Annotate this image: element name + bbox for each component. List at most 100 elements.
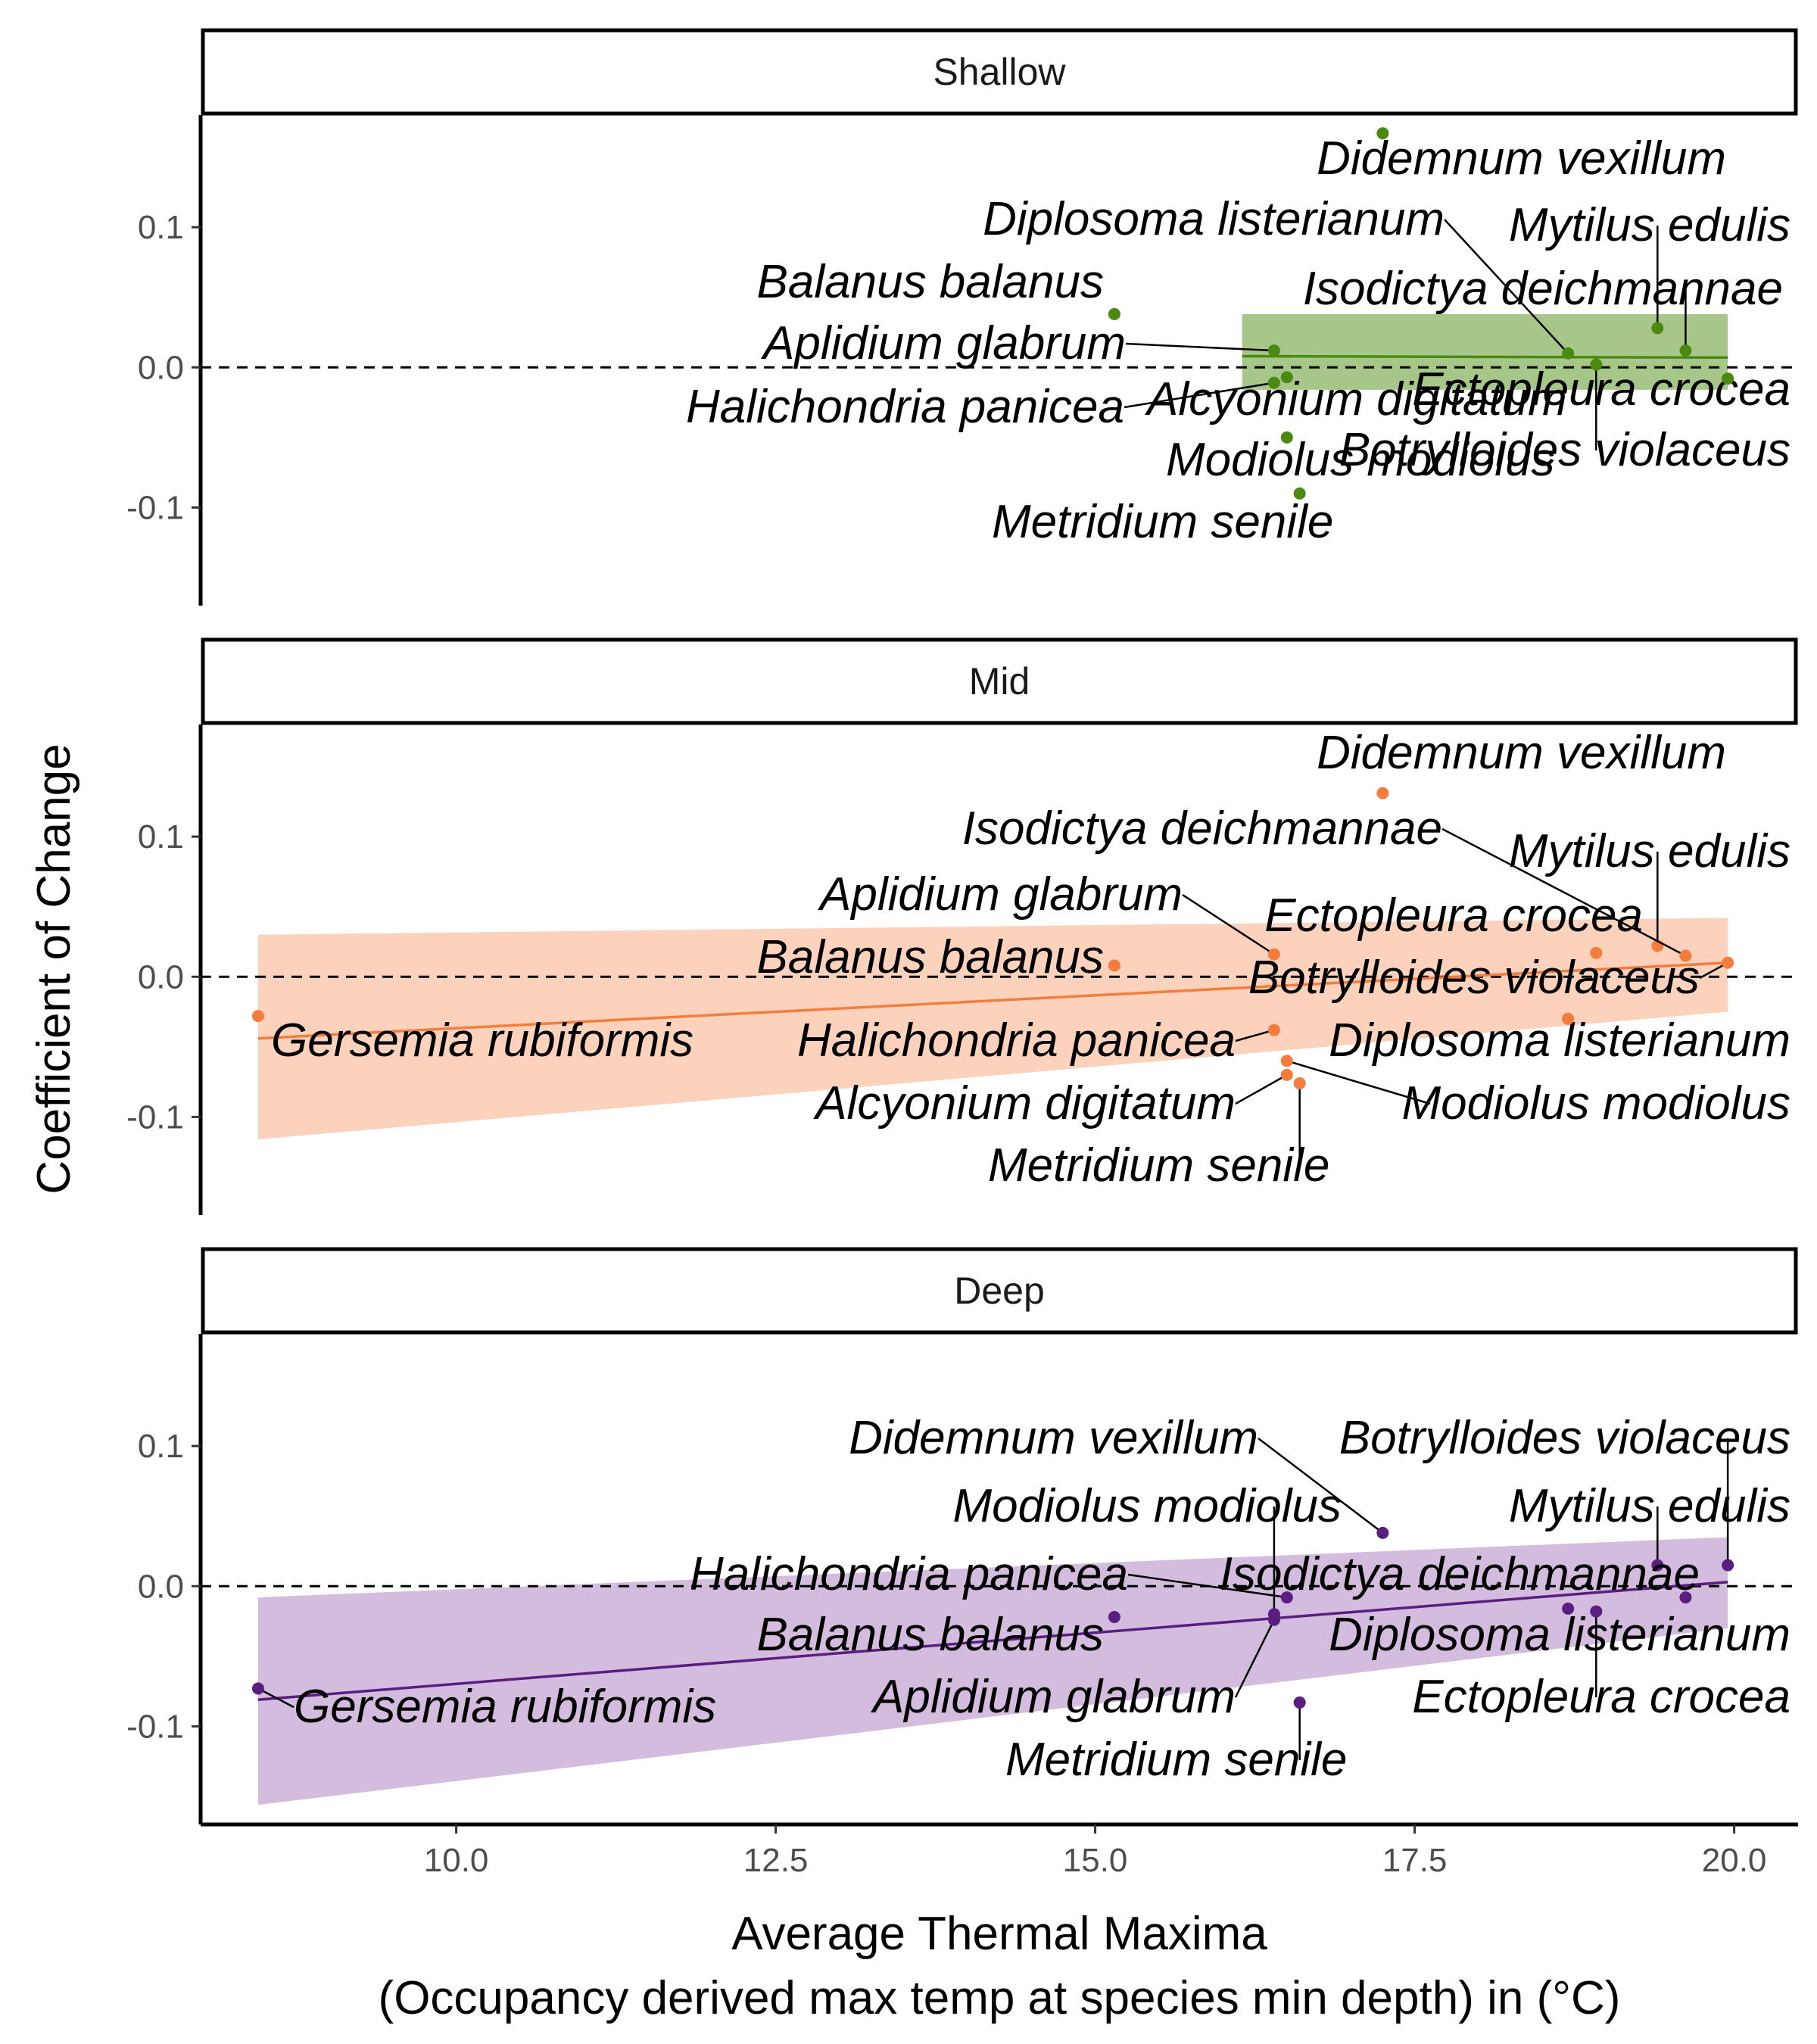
species-label-botrylloides-violaceus: Botrylloides violaceus	[1339, 424, 1791, 476]
data-point-mytilus-edulis	[1651, 1559, 1664, 1572]
confidence-ribbon	[1242, 313, 1728, 390]
species-label-botrylloides-violaceus: Botrylloides violaceus	[1248, 952, 1700, 1004]
y-tick-label: 0.1	[138, 1428, 184, 1465]
data-point-balanus-balanus	[1108, 307, 1120, 320]
strip-box	[201, 637, 1798, 725]
data-point-mytilus-edulis	[1651, 322, 1664, 335]
x-tick-label: 10.0	[424, 1842, 489, 1879]
species-label-balanus-balanus: Balanus balanus	[757, 1609, 1104, 1661]
trend-line	[257, 1580, 1728, 1701]
leader-line	[1235, 1073, 1288, 1105]
trend-line	[257, 961, 1728, 1040]
species-label-didemnum-vexillum: Didemnum vexillum	[1317, 727, 1726, 779]
y-tick-label: 0.0	[138, 1568, 184, 1605]
strip-label: Deep	[954, 1270, 1045, 1312]
species-label-didemnum-vexillum: Didemnum vexillum	[1317, 132, 1726, 185]
data-point-gersemia-rubiformis	[251, 1010, 264, 1023]
species-label-aplidium-glabrum: Aplidium glabrum	[760, 317, 1126, 369]
data-point-metridium-senile	[1293, 487, 1306, 500]
x-tick-label: 17.5	[1382, 1842, 1448, 1879]
data-point-ectopleura-crocea	[1590, 1605, 1603, 1618]
species-label-diplosoma-listerianum: Diplosoma listerianum	[1329, 1014, 1791, 1067]
strip-box	[201, 1247, 1798, 1335]
species-label-balanus-balanus: Balanus balanus	[757, 931, 1104, 983]
data-point-halichondria-panicea	[1280, 1591, 1293, 1604]
data-point-alcyonium-digitatum	[1280, 371, 1293, 384]
panel-shallow: Shallow 0.1 0.0 -0.1 Didemnum vexillum Mytilu…	[126, 28, 1798, 606]
x-tick-label: 12.5	[743, 1842, 809, 1879]
y-tick-label: -0.1	[126, 1098, 184, 1136]
confidence-ribbon	[257, 1537, 1728, 1806]
species-label-alcyonium-digitatum: Alcyonium digitatum	[1144, 373, 1567, 425]
leader-line	[1444, 219, 1569, 354]
data-point-botrylloides-violaceus	[1590, 358, 1603, 371]
species-label-metridium-senile: Metridium senile	[1005, 1734, 1347, 1786]
data-point-isodictya-deichmannae	[1679, 949, 1692, 962]
species-label-modiolus-modiolus: Modiolus modiolus	[953, 1480, 1342, 1532]
species-label-ectopleura-crocea: Ectopleura crocea	[1264, 890, 1643, 942]
data-point-aplidium-glabrum	[1267, 948, 1280, 961]
data-point-halichondria-panicea	[1267, 376, 1280, 389]
species-label-halichondria-panicea: Halichondria panicea	[686, 381, 1124, 433]
data-point-didemnum-vexillum	[1376, 787, 1389, 799]
species-label-ectopleura-crocea: Ectopleura crocea	[1412, 1671, 1791, 1723]
strip-box	[201, 28, 1798, 116]
panel-deep: Deep 0.1 0.0 -0.1 Didemnum vexillum Botrylloi…	[126, 1247, 1798, 1824]
y-tick-label: 0.1	[138, 818, 184, 855]
leader-line	[257, 1687, 295, 1709]
y-tick-label: -0.1	[126, 1708, 184, 1745]
y-tick-label: 0.0	[138, 349, 184, 386]
species-label-gersemia-rubiformis: Gersemia rubiformis	[271, 1014, 693, 1067]
x-axis-title: Average Thermal Maxima	[731, 1908, 1267, 1960]
data-point-modiolus-modiolus	[1280, 1055, 1293, 1067]
panel-mid: Mid 0.1 0.0 -0.1 Didemnum vexillum Mytilus ed…	[126, 637, 1798, 1215]
species-label-aplidium-glabrum: Aplidium glabrum	[817, 868, 1183, 921]
species-label-halichondria-panicea: Halichondria panicea	[690, 1548, 1128, 1600]
x-tick-label: 20.0	[1702, 1842, 1767, 1879]
species-label-mytilus-edulis: Mytilus edulis	[1509, 199, 1791, 251]
species-label-modiolus-modiolus: Modiolus modiolus	[1402, 1077, 1791, 1129]
species-label-metridium-senile: Metridium senile	[988, 1139, 1329, 1192]
leader-line	[1182, 893, 1275, 955]
species-label-diplosoma-listerianum: Diplosoma listerianum	[1329, 1609, 1791, 1661]
species-label-modiolus-modiolus: Modiolus modiolus	[1166, 434, 1554, 486]
strip-label: Mid	[969, 660, 1030, 703]
data-point-diplosoma-listerianum	[1562, 1012, 1575, 1025]
data-point-metridium-senile	[1293, 1077, 1306, 1089]
strip-label: Shallow	[933, 51, 1066, 93]
data-point-ectopleura-crocea	[1590, 946, 1603, 959]
data-point-metridium-senile	[1293, 1696, 1306, 1709]
species-label-halichondria-panicea: Halichondria panicea	[797, 1014, 1236, 1067]
species-label-isodictya-deichmannae: Isodictya deichmannae	[962, 802, 1442, 855]
y-tick-label: 0.0	[138, 958, 184, 996]
data-point-isodictya-deichmannae	[1679, 1591, 1692, 1604]
y-axis-title: Coefficient of Change	[28, 743, 80, 1194]
data-point-botrylloides-violaceus	[1722, 956, 1734, 969]
species-label-didemnum-vexillum: Didemnum vexillum	[849, 1412, 1258, 1464]
species-label-alcyonium-digitatum: Alcyonium digitatum	[812, 1077, 1236, 1129]
data-point-diplosoma-listerianum	[1562, 347, 1575, 360]
data-point-balanus-balanus	[1108, 1610, 1120, 1623]
leader-line	[1286, 1060, 1431, 1105]
species-label-botrylloides-violaceus: Botrylloides violaceus	[1339, 1412, 1791, 1464]
y-tick-label: -0.1	[126, 489, 184, 526]
data-point-diplosoma-listerianum	[1562, 1602, 1575, 1615]
data-point-balanus-balanus	[1108, 959, 1120, 972]
data-point-alcyonium-digitatum	[1280, 1068, 1293, 1081]
data-point-didemnum-vexillum	[1376, 1526, 1389, 1539]
leader-line	[1235, 1029, 1275, 1042]
data-point-aplidium-glabrum	[1267, 1613, 1280, 1626]
trend-line	[1242, 354, 1728, 360]
species-label-diplosoma-listerianum: Diplosoma listerianum	[983, 193, 1445, 245]
data-point-aplidium-glabrum	[1267, 344, 1280, 357]
x-tick-label: 15.0	[1063, 1842, 1128, 1879]
data-point-isodictya-deichmannae	[1679, 344, 1692, 357]
y-tick-label: 0.1	[138, 209, 184, 246]
data-point-gersemia-rubiformis	[251, 1682, 264, 1695]
confidence-ribbon	[257, 918, 1728, 1140]
data-point-modiolus-modiolus	[1280, 431, 1293, 444]
data-point-botrylloides-violaceus	[1722, 1559, 1734, 1572]
species-label-mytilus-edulis: Mytilus edulis	[1509, 825, 1791, 877]
species-label-isodictya-deichmannae: Isodictya deichmannae	[1220, 1548, 1700, 1600]
